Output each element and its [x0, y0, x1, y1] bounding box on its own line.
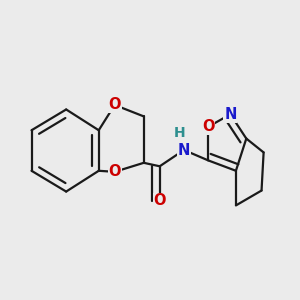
- Text: N: N: [178, 142, 190, 158]
- Text: O: O: [108, 98, 121, 112]
- Text: O: O: [153, 194, 166, 208]
- Text: H: H: [174, 126, 185, 140]
- Text: O: O: [202, 119, 214, 134]
- Text: O: O: [108, 164, 121, 179]
- Text: N: N: [224, 107, 237, 122]
